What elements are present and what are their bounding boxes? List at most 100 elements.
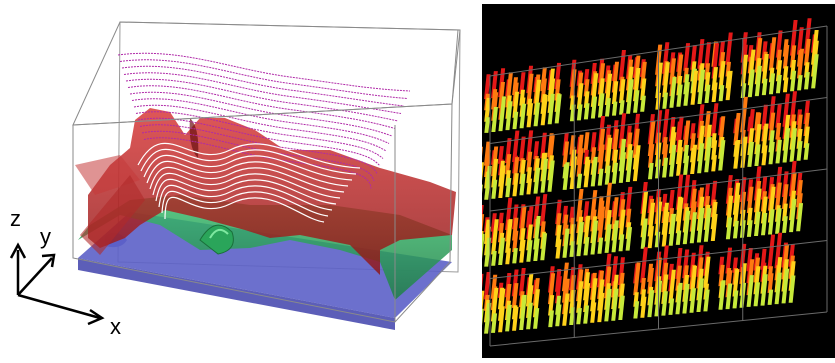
bar (533, 196, 541, 227)
flow-volume-render: z y x (9, 21, 461, 339)
bar (547, 160, 555, 192)
bar (774, 182, 782, 210)
bar (632, 68, 641, 102)
bar (604, 165, 611, 185)
bar (753, 266, 761, 295)
bar (583, 237, 590, 256)
bar (618, 152, 627, 183)
bar (576, 148, 584, 177)
bar (590, 220, 599, 255)
bar (788, 275, 796, 303)
bar (746, 275, 754, 307)
bar (753, 188, 762, 225)
bar (632, 128, 640, 158)
bar (491, 107, 498, 132)
bar (732, 220, 739, 239)
bar (625, 150, 634, 182)
bar (760, 196, 768, 224)
bar (676, 54, 684, 84)
bar (610, 256, 619, 286)
bar (725, 247, 733, 274)
bar (519, 136, 526, 162)
bar (505, 72, 513, 108)
bar (491, 313, 498, 333)
bar (505, 101, 513, 131)
bar (740, 96, 748, 133)
bar (725, 70, 733, 101)
bar (555, 225, 562, 248)
bar (789, 91, 798, 126)
bar (555, 199, 562, 224)
bar (788, 172, 797, 209)
bar (576, 281, 584, 313)
bar (576, 83, 584, 109)
bar (761, 54, 769, 84)
bar (618, 209, 626, 240)
bar (583, 132, 590, 153)
grid-row-line (489, 240, 828, 279)
axis-triad (9, 242, 105, 326)
bar (483, 272, 491, 300)
bar (576, 104, 583, 121)
bar (760, 274, 768, 306)
bar (554, 79, 561, 101)
bar (533, 141, 540, 160)
bar (576, 189, 584, 222)
bar (669, 144, 677, 177)
grid-row-line (489, 168, 828, 212)
bar (675, 248, 683, 279)
bar (796, 141, 803, 161)
bar (733, 140, 741, 169)
bar (747, 142, 754, 167)
bar (690, 70, 699, 105)
bar (647, 144, 655, 168)
bar (547, 273, 556, 305)
bar (781, 268, 790, 304)
bar (654, 159, 661, 179)
grid-row-line (489, 97, 828, 144)
bar (604, 98, 611, 117)
bar (583, 283, 591, 313)
bar (732, 269, 740, 297)
bar (753, 282, 761, 307)
bar (533, 308, 540, 329)
bar (761, 123, 769, 154)
streamline (129, 91, 393, 137)
bar (597, 144, 605, 174)
bar (711, 43, 720, 79)
bar (504, 138, 512, 164)
bar (583, 305, 590, 324)
bar (505, 248, 511, 265)
bar (789, 128, 798, 162)
bar (683, 43, 691, 71)
bar (632, 145, 641, 182)
bar (597, 93, 605, 118)
bar (504, 284, 512, 309)
bar (640, 78, 647, 101)
bar (669, 58, 676, 85)
bar (540, 158, 549, 193)
bar (775, 49, 782, 70)
bar (640, 218, 648, 249)
bar (796, 114, 803, 137)
bar (725, 283, 733, 310)
bar (740, 136, 748, 168)
bar (555, 239, 562, 259)
bar (533, 216, 541, 250)
bar (747, 128, 755, 155)
streamline (164, 196, 325, 223)
bar (625, 186, 633, 216)
bar (782, 216, 788, 233)
bar (604, 182, 613, 219)
bar (519, 103, 527, 129)
bar (604, 288, 612, 322)
streamline (139, 124, 378, 174)
bar (718, 116, 726, 147)
bar (675, 197, 684, 234)
bar (611, 129, 619, 161)
bar (768, 73, 776, 95)
bar (718, 140, 726, 171)
bar (498, 237, 506, 266)
bar (569, 241, 576, 257)
bar (504, 197, 513, 230)
